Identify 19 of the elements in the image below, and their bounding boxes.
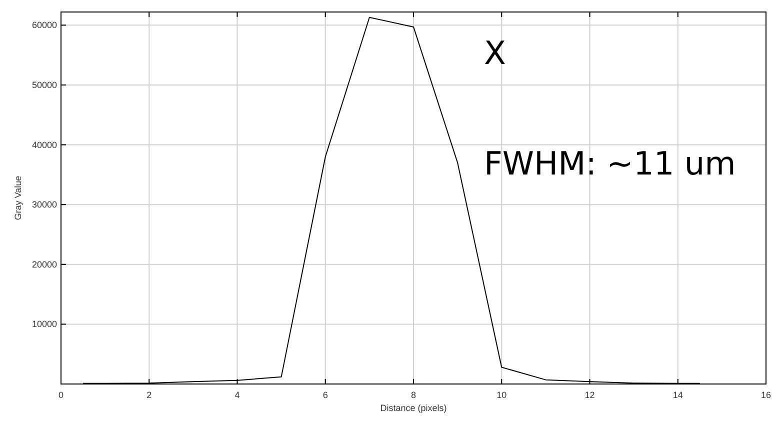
x-tick-label: 16 xyxy=(760,390,772,400)
y-tick-label: 40000 xyxy=(32,140,57,150)
x-tick-label: 12 xyxy=(584,390,595,400)
x-tick-label: 0 xyxy=(58,390,64,400)
x-tick-label: 4 xyxy=(234,390,240,400)
x-tick-label: 2 xyxy=(146,390,152,400)
x-axis-title: Distance (pixels) xyxy=(380,403,447,413)
y-tick-label: 50000 xyxy=(32,80,57,90)
y-tick-label: 30000 xyxy=(32,200,57,210)
annotation: FWHM: ~11 um xyxy=(484,144,736,183)
y-tick-label: 60000 xyxy=(32,20,57,30)
y-tick-label: 10000 xyxy=(32,319,57,330)
annotation: X xyxy=(484,34,506,72)
x-tick-label: 14 xyxy=(672,390,683,400)
y-tick-label: 20000 xyxy=(32,259,57,270)
x-tick-label: 10 xyxy=(496,390,507,400)
x-tick-label: 6 xyxy=(322,390,328,400)
y-axis-title: Gray Value xyxy=(13,176,23,220)
x-tick-label: 8 xyxy=(410,390,416,400)
